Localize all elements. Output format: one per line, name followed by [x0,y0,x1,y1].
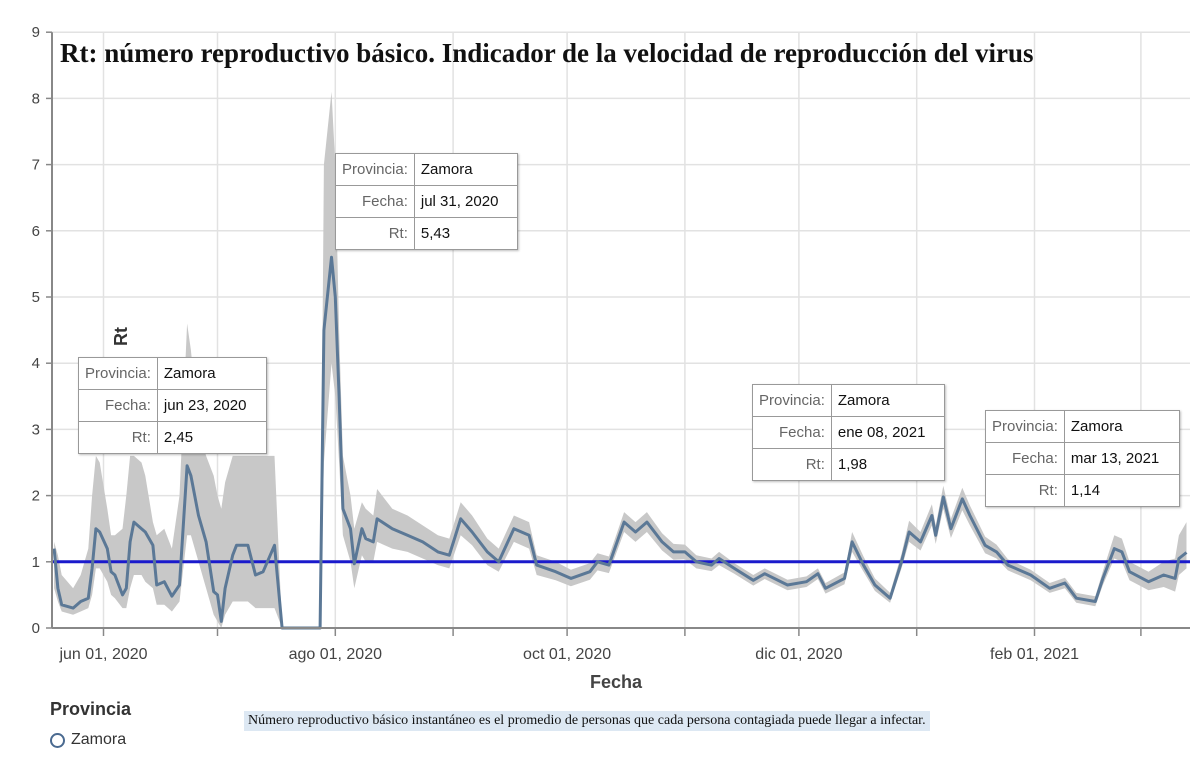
tooltip-key: Rt: [335,217,415,250]
tooltip-value: Zamora [156,357,267,390]
legend-title: Provincia [50,699,132,719]
y-tick-label: 1 [32,554,40,571]
tooltip: Provincia: Zamora Fecha: jun 23, 2020 Rt: 2… [78,357,267,454]
tooltip: Provincia: Zamora Fecha: mar 13, 2021 Rt: 1… [985,410,1180,507]
tooltip-key: Provincia: [78,357,158,390]
x-tick-label: jun 01, 2020 [58,646,147,663]
tooltip: Provincia: Zamora Fecha: jul 31, 2020 Rt: 5… [335,153,518,250]
tooltip-key: Fecha: [335,185,415,218]
rt-series-line [52,255,1188,630]
tooltip-value: Zamora [1063,410,1180,443]
y-tick-label: 8 [32,90,40,107]
y-tick-label: 5 [32,289,40,306]
tooltip-key: Rt: [752,448,832,481]
x-axis-label: Fecha [590,672,643,692]
x-tick-label: oct 01, 2020 [523,646,611,663]
y-axis-label: Rt [111,327,131,346]
x-tick-label: ago 01, 2020 [289,646,383,663]
tooltip-key: Provincia: [985,410,1065,443]
y-tick-label: 0 [32,620,40,637]
tooltip-value: jul 31, 2020 [413,185,518,218]
confidence-band [54,91,1187,629]
tooltip-value: ene 08, 2021 [830,416,945,449]
x-tick-label: feb 01, 2021 [990,646,1079,663]
tooltip-value: 1,98 [830,448,945,481]
y-tick-label: 6 [32,223,40,240]
tooltip-value: Zamora [830,384,945,417]
y-tick-label: 4 [32,355,40,372]
tooltip-value: 5,43 [413,217,518,250]
tooltip: Provincia: Zamora Fecha: ene 08, 2021 Rt: 1… [752,384,945,481]
y-tick-label: 2 [32,488,40,505]
y-tick-label: 3 [32,421,40,438]
y-tick-label: 9 [32,24,40,41]
tooltip-key: Fecha: [752,416,832,449]
tooltip-value: 1,14 [1063,474,1180,507]
chart-title: Rt: número reproductivo básico. Indicado… [60,38,1034,68]
tooltip-value: jun 23, 2020 [156,389,267,422]
axes: 0 1 2 3 4 5 6 7 8 9 jun 01, 2020 ago 01, 2020 oct 01… [32,24,1190,663]
tooltip-key: Fecha: [985,442,1065,475]
tooltip-key: Rt: [985,474,1065,507]
legend-item-zamora[interactable]: Zamora [50,731,126,749]
footnote: Número reproductivo básico instantáneo e… [244,711,930,731]
legend-circle-icon [50,732,65,748]
tooltip-value: 2,45 [156,421,267,454]
tooltip-key: Rt: [78,421,158,454]
x-tick-label: dic 01, 2020 [755,646,842,663]
tooltip-key: Fecha: [78,389,158,422]
tooltip-value: mar 13, 2021 [1063,442,1180,475]
tooltip-value: Zamora [413,153,518,186]
y-tick-label: 7 [32,157,40,174]
tooltip-key: Provincia: [752,384,832,417]
legend-label: Zamora [71,731,127,748]
tooltip-key: Provincia: [335,153,415,186]
